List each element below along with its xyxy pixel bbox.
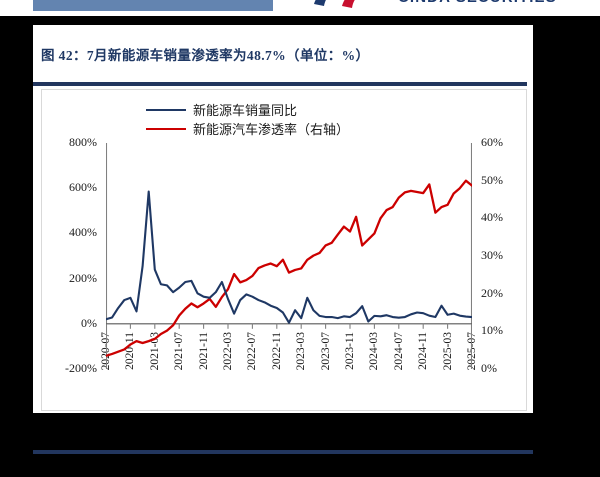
legend-item-penetration: 新能源汽车渗透率（右轴） bbox=[146, 119, 476, 138]
y-axis-right-tick: 10% bbox=[481, 323, 503, 338]
chart-legend: 新能源车销量同比 新能源汽车渗透率（右轴） bbox=[146, 100, 476, 138]
y-axis-left-tick: -200% bbox=[65, 361, 97, 375]
y-axis-right-tick: 30% bbox=[481, 248, 503, 262]
series-line-sales-yoy bbox=[106, 190, 472, 324]
y-axis-left-tick: 0% bbox=[81, 315, 97, 330]
y-axis-left-tick: 200% bbox=[69, 270, 97, 285]
divider-bottom bbox=[33, 450, 533, 454]
y-axis-right-tick: 20% bbox=[481, 285, 503, 300]
legend-item-sales-yoy: 新能源车销量同比 bbox=[146, 100, 476, 119]
document-header-banner: CINDA SECURITIES bbox=[0, 0, 600, 16]
y-axis-right-tick: 60% bbox=[481, 135, 503, 149]
series-line-penetration bbox=[106, 179, 472, 357]
legend-label-penetration: 新能源汽车渗透率（右轴） bbox=[193, 122, 350, 137]
legend-label-sales-yoy: 新能源车销量同比 bbox=[193, 103, 298, 118]
y-axis-right-tick: 40% bbox=[481, 210, 503, 225]
page-content: 图 42：7月新能源车销量渗透率为48.7%（单位：%） 新能源车销量同比 新能… bbox=[33, 25, 533, 413]
figure-title: 图 42：7月新能源车销量渗透率为48.7%（单位：%） bbox=[41, 48, 370, 63]
y-axis-left-tick: 600% bbox=[69, 180, 97, 195]
legend-swatch-sales-yoy bbox=[146, 108, 186, 111]
axes-group bbox=[106, 143, 472, 369]
legend-swatch-penetration bbox=[146, 127, 186, 130]
plot-area bbox=[106, 143, 472, 369]
y-axis-left-tick: 400% bbox=[69, 225, 97, 240]
header-accent-bar bbox=[33, 0, 273, 11]
y-axis-left-tick: 800% bbox=[69, 135, 97, 149]
y-axis-right-tick: 0% bbox=[481, 361, 497, 375]
divider-top bbox=[33, 82, 527, 86]
cinda-logo-icon bbox=[314, 0, 355, 8]
plot-svg bbox=[106, 143, 472, 369]
chart-container: 新能源车销量同比 新能源汽车渗透率（右轴） -200% 0% 200% 400% 600… bbox=[41, 89, 527, 411]
brand-name: CINDA SECURITIES bbox=[398, 0, 557, 6]
y-axis-right-tick: 50% bbox=[481, 172, 503, 187]
